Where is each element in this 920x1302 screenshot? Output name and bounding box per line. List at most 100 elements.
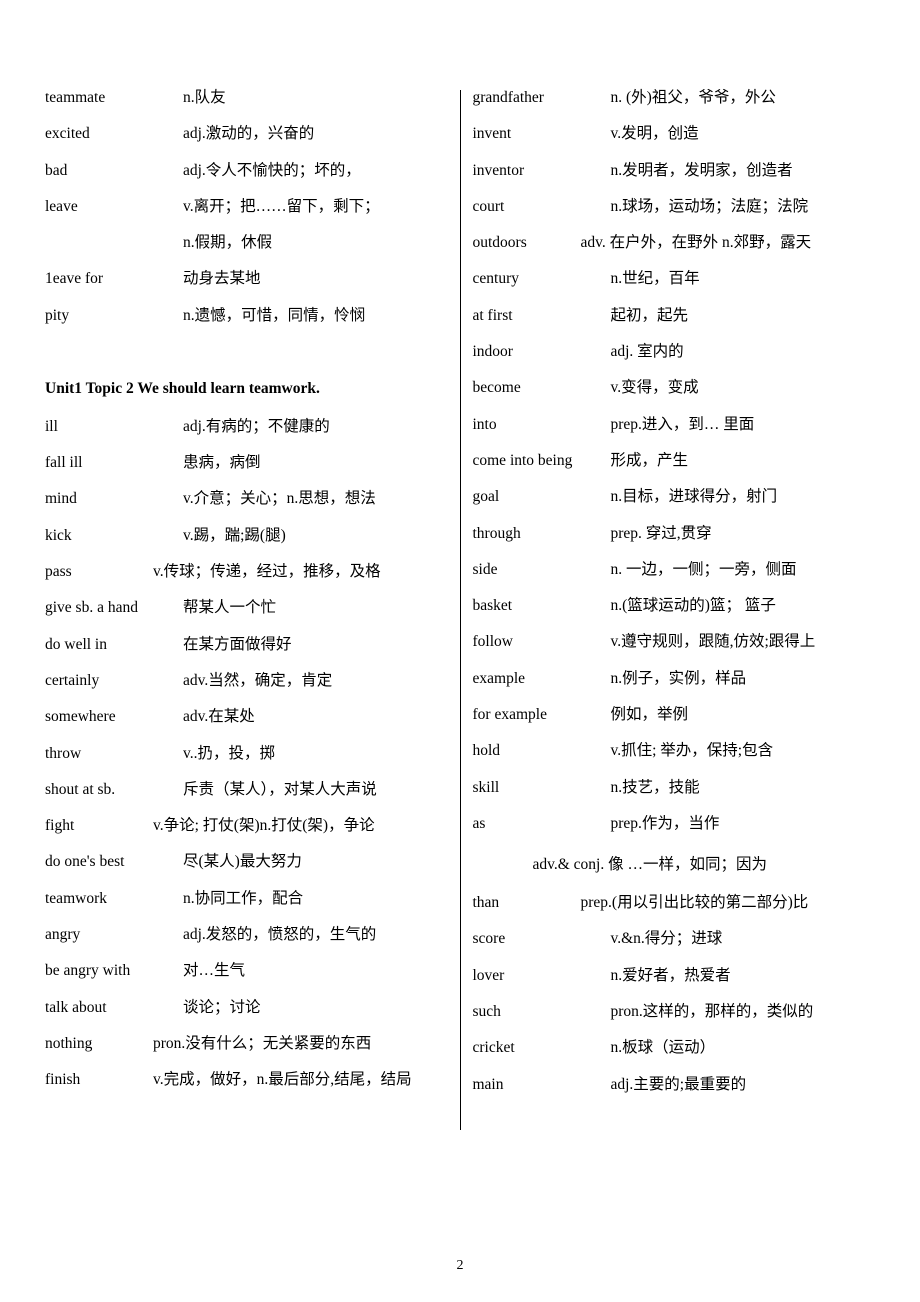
vocab-entry: at first起初，起先 (473, 308, 876, 324)
vocab-term: fight (45, 818, 153, 834)
vocab-entry: do well in在某方面做得好 (45, 637, 448, 653)
vocab-term: come into being (473, 453, 611, 469)
vocab-term: score (473, 931, 611, 947)
vocab-definition: n.目标，进球得分，射门 (611, 489, 876, 505)
vocab-definition: adj.发怒的，愤怒的，生气的 (183, 927, 448, 943)
vocab-definition: v.遵守规则，跟随,仿效;跟得上 (611, 634, 876, 650)
vocab-term: do one's best (45, 854, 183, 870)
vocab-definition: 斥责（某人），对某人大声说 (183, 782, 448, 798)
page-number: 2 (0, 1258, 920, 1274)
vocab-term: follow (473, 634, 611, 650)
vocab-term: outdoors (473, 235, 581, 251)
vocab-term: angry (45, 927, 183, 943)
vocab-entry: thanprep.(用以引出比较的第二部分)比 (473, 895, 876, 911)
section-spacer (45, 344, 448, 380)
vocab-term: fall ill (45, 455, 183, 471)
vocab-entry: suchpron.这样的，那样的，类似的 (473, 1004, 876, 1020)
vocab-entry: lovern.爱好者，热爱者 (473, 968, 876, 984)
vocab-term: ill (45, 419, 183, 435)
vocab-entry: indooradj. 室内的 (473, 344, 876, 360)
vocab-definition: n.技艺，技能 (611, 780, 876, 796)
vocab-entry: fall ill患病，病倒 (45, 455, 448, 471)
vocab-term: at first (473, 308, 611, 324)
vocab-definition: v.争论; 打仗(架)n.打仗(架)，争论 (153, 818, 448, 834)
vocab-entry: illadj.有病的；不健康的 (45, 419, 448, 435)
vocab-entry: cricketn.板球（运动） (473, 1040, 876, 1056)
vocab-entry: mainadj.主要的;最重要的 (473, 1077, 876, 1093)
vocab-entry: certainlyadv.当然，确定，肯定 (45, 673, 448, 689)
vocab-term: be angry with (45, 963, 183, 979)
vocab-term: excited (45, 126, 183, 142)
vocab-term: give sb. a hand (45, 600, 183, 616)
vocab-term: hold (473, 743, 611, 759)
vocab-entry: courtn.球场，运动场；法庭；法院 (473, 199, 876, 215)
vocab-term: such (473, 1004, 611, 1020)
vocab-definition: v..扔，投，掷 (183, 746, 448, 762)
vocab-term: somewhere (45, 709, 183, 725)
vocab-definition: v.离开；把……留下，剩下； (183, 199, 448, 215)
vocab-term: goal (473, 489, 611, 505)
vocab-definition: v.踢，踹;踢(腿) (183, 528, 448, 544)
vocab-definition: prep. 穿过,贯穿 (611, 526, 876, 542)
vocab-entry: throughprep. 穿过,贯穿 (473, 526, 876, 542)
vocab-definition: n.发明者，发明家，创造者 (611, 163, 876, 179)
vocab-entry: badadj.令人不愉快的；坏的， (45, 163, 448, 179)
vocab-entry: followv.遵守规则，跟随,仿效;跟得上 (473, 634, 876, 650)
vocab-definition: 形成，产生 (611, 453, 876, 469)
vocab-definition: n. (外)祖父，爷爷，外公 (611, 90, 876, 106)
vocab-term: skill (473, 780, 611, 796)
vocab-entry: basketn.(篮球运动的)篮； 篮子 (473, 598, 876, 614)
vocab-entry: skilln.技艺，技能 (473, 780, 876, 796)
vocab-entry: throwv..扔，投，掷 (45, 746, 448, 762)
vocab-entry: scorev.&n.得分；进球 (473, 931, 876, 947)
vocab-term: throw (45, 746, 183, 762)
page-content: teammaten.队友excitedadj.激动的，兴奋的badadj.令人不… (0, 0, 920, 1170)
vocab-entry: goaln.目标，进球得分，射门 (473, 489, 876, 505)
vocab-definition: 帮某人一个忙 (183, 600, 448, 616)
vocab-continuation: adv.& conj. 像 …一样，如同；因为 (473, 852, 876, 874)
vocab-entry: excitedadj.激动的，兴奋的 (45, 126, 448, 142)
vocab-term: do well in (45, 637, 183, 653)
vocab-definition: v.传球；传递，经过，推移，及格 (153, 564, 448, 580)
vocab-term: teamwork (45, 891, 183, 907)
vocab-term: shout at sb. (45, 782, 183, 798)
vocab-term: bad (45, 163, 183, 179)
vocab-entry: shout at sb.斥责（某人），对某人大声说 (45, 782, 448, 798)
vocab-entry: n.假期，休假 (45, 235, 448, 251)
vocab-definition: adj.令人不愉快的；坏的， (183, 163, 448, 179)
vocab-entry: finishv.完成，做好，n.最后部分,结尾，结局 (45, 1072, 448, 1088)
vocab-definition: n.(篮球运动的)篮； 篮子 (611, 598, 876, 614)
vocab-definition: v.发明，创造 (611, 126, 876, 142)
vocab-definition: 起初，起先 (611, 308, 876, 324)
vocab-entry: talk about谈论；讨论 (45, 1000, 448, 1016)
vocab-definition: n.世纪，百年 (611, 271, 876, 287)
left-column: teammaten.队友excitedadj.激动的，兴奋的badadj.令人不… (45, 90, 460, 1130)
vocab-entry: pityn.遗憾，可惜，同情，怜悯 (45, 308, 448, 324)
vocab-definition: adv. 在户外，在野外 n.郊野，露天 (581, 235, 876, 251)
vocab-definition: 动身去某地 (183, 271, 448, 287)
vocab-entry: fightv.争论; 打仗(架)n.打仗(架)，争论 (45, 818, 448, 834)
vocab-term: 1eave for (45, 271, 183, 287)
vocab-entry: examplen.例子，实例，样品 (473, 671, 876, 687)
vocab-term: finish (45, 1072, 153, 1088)
vocab-term: invent (473, 126, 611, 142)
vocab-definition: n.协同工作，配合 (183, 891, 448, 907)
vocab-definition: pron.这样的，那样的，类似的 (611, 1004, 876, 1020)
vocab-term: indoor (473, 344, 611, 360)
vocab-definition: n.板球（运动） (611, 1040, 876, 1056)
vocab-definition: v.变得，变成 (611, 380, 876, 396)
vocab-definition: v.完成，做好，n.最后部分,结尾，结局 (153, 1072, 448, 1088)
vocab-definition: v.抓住; 举办，保持;包含 (611, 743, 876, 759)
vocab-entry: asprep.作为，当作 (473, 816, 876, 832)
vocab-definition: adv.当然，确定，肯定 (183, 673, 448, 689)
vocab-term: grandfather (473, 90, 611, 106)
vocab-entry: holdv.抓住; 举办，保持;包含 (473, 743, 876, 759)
vocab-entry: for example例如，举例 (473, 707, 876, 723)
vocab-entry: 1eave for动身去某地 (45, 271, 448, 287)
vocab-definition: n.假期，休假 (183, 235, 448, 251)
vocab-term: for example (473, 707, 611, 723)
vocab-term: mind (45, 491, 183, 507)
vocab-term: example (473, 671, 611, 687)
vocab-term: through (473, 526, 611, 542)
vocab-definition: prep.进入，到… 里面 (611, 417, 876, 433)
